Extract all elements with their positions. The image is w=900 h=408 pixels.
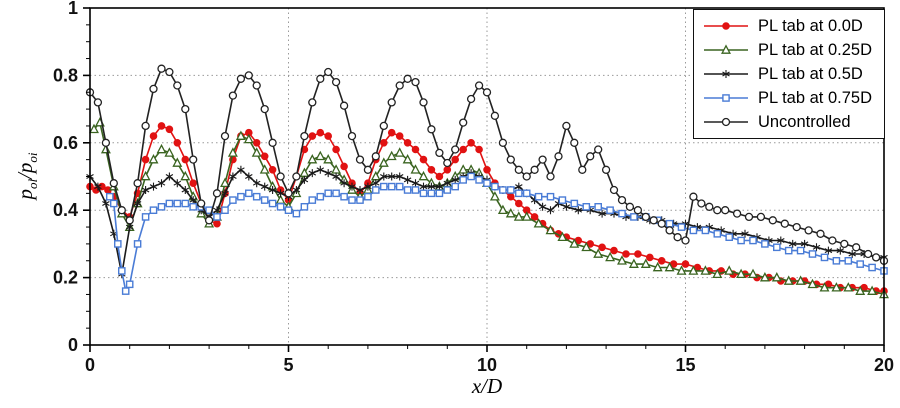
legend-marker-circle-open-icon [703,117,748,127]
legend-marker-triangle-open-icon [703,44,748,54]
x-label-symbol: x [471,374,482,398]
y-axis-label: pol/poi [13,152,41,199]
x-tick-label: 5 [283,355,293,375]
legend-item-0: PL tab at 0.0D [702,15,872,37]
y-label-subscript-2: oi [25,152,41,163]
y-tick-label: 0.2 [53,268,78,288]
series-4 [85,64,889,265]
x-tick-label: 0 [85,355,95,375]
legend-item-2: PL tab at 0.5D [702,63,872,85]
legend-item-4: Uncontrolled [702,111,872,133]
legend-item-1: PL tab at 0.25D [702,39,872,61]
legend-marker-circle-filled-icon [703,22,748,30]
legend-label: PL tab at 0.0D [757,17,863,35]
legend-label: PL tab at 0.25D [757,41,872,59]
legend-label: PL tab at 0.5D [757,65,863,83]
y-label-slash: / [12,173,37,179]
legend-label: PL tab at 0.75D [757,89,872,107]
y-label-symbol-2: p [12,162,37,174]
legend-marker-star-icon [703,70,748,78]
legend-item-3: PL tab at 0.75D [702,87,872,109]
x-tick-label: 10 [477,355,497,375]
x-axis-label: x/D [472,374,502,399]
legend-marker-square-open-icon [703,94,748,102]
x-tick-label: 20 [874,355,894,375]
x-label-slash: / [481,374,487,398]
y-tick-label: 0.6 [53,133,78,153]
y-tick-label: 0.8 [53,65,78,85]
x-tick-label: 15 [675,355,695,375]
y-tick-label: 0.4 [53,200,78,220]
y-tick-label: 0 [68,335,78,355]
y-label-symbol: p [12,189,37,200]
y-label-subscript: ol [25,178,41,190]
y-tick-label: 1 [68,0,78,18]
series-layer [85,64,889,299]
legend-box: PL tab at 0.0D PL tab at 0.25D PL tab at 0… [692,9,885,139]
axis-ticks [83,7,885,352]
tick-labels: 0 5 10 15 20 0 0.2 0.4 0.6 0.8 1 [53,0,894,375]
x-label-denominator: D [487,374,503,398]
legend-label: Uncontrolled [757,113,851,131]
